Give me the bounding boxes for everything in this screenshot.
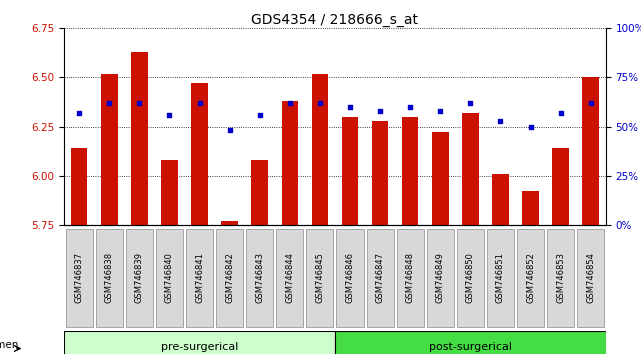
Point bbox=[345, 104, 355, 110]
Text: GSM746847: GSM746847 bbox=[376, 252, 385, 303]
Text: GSM746845: GSM746845 bbox=[315, 252, 324, 303]
Bar bbox=[64, 331, 335, 354]
FancyBboxPatch shape bbox=[427, 229, 454, 327]
FancyBboxPatch shape bbox=[276, 229, 303, 327]
Bar bbox=[335, 331, 606, 354]
Bar bbox=[281, 101, 298, 225]
FancyBboxPatch shape bbox=[216, 229, 243, 327]
Text: GSM746838: GSM746838 bbox=[104, 252, 113, 303]
Point bbox=[254, 112, 265, 118]
FancyBboxPatch shape bbox=[156, 229, 183, 327]
Bar bbox=[372, 121, 388, 225]
Point bbox=[465, 100, 476, 106]
Text: GSM746849: GSM746849 bbox=[436, 252, 445, 303]
FancyBboxPatch shape bbox=[337, 229, 363, 327]
Bar bbox=[462, 113, 479, 225]
Text: GSM746853: GSM746853 bbox=[556, 252, 565, 303]
Bar bbox=[71, 148, 87, 225]
Point bbox=[74, 110, 84, 116]
Text: GSM746844: GSM746844 bbox=[285, 252, 294, 303]
FancyBboxPatch shape bbox=[126, 229, 153, 327]
Point bbox=[164, 112, 174, 118]
Bar bbox=[583, 78, 599, 225]
FancyBboxPatch shape bbox=[547, 229, 574, 327]
Point bbox=[405, 104, 415, 110]
Bar bbox=[553, 148, 569, 225]
FancyBboxPatch shape bbox=[457, 229, 484, 327]
Title: GDS4354 / 218666_s_at: GDS4354 / 218666_s_at bbox=[251, 13, 419, 27]
FancyBboxPatch shape bbox=[397, 229, 424, 327]
Bar bbox=[161, 160, 178, 225]
Text: GSM746840: GSM746840 bbox=[165, 252, 174, 303]
Bar bbox=[191, 83, 208, 225]
Text: specimen: specimen bbox=[0, 340, 19, 350]
Text: GSM746842: GSM746842 bbox=[225, 252, 234, 303]
Bar bbox=[221, 221, 238, 225]
Text: GSM746854: GSM746854 bbox=[587, 252, 595, 303]
FancyBboxPatch shape bbox=[306, 229, 333, 327]
Text: GSM746851: GSM746851 bbox=[496, 252, 505, 303]
Text: GSM746848: GSM746848 bbox=[406, 252, 415, 303]
Text: GSM746837: GSM746837 bbox=[74, 252, 83, 303]
Bar bbox=[522, 192, 539, 225]
Point bbox=[315, 100, 325, 106]
Text: GSM746852: GSM746852 bbox=[526, 252, 535, 303]
Point bbox=[285, 100, 295, 106]
FancyBboxPatch shape bbox=[577, 229, 604, 327]
Text: GSM746846: GSM746846 bbox=[345, 252, 354, 303]
Bar bbox=[312, 74, 328, 225]
FancyBboxPatch shape bbox=[367, 229, 394, 327]
Bar bbox=[101, 74, 117, 225]
Point bbox=[556, 110, 566, 116]
Point bbox=[104, 100, 114, 106]
Text: GSM746839: GSM746839 bbox=[135, 252, 144, 303]
Point bbox=[194, 100, 204, 106]
Point bbox=[526, 124, 536, 129]
FancyBboxPatch shape bbox=[517, 229, 544, 327]
Text: post-surgerical: post-surgerical bbox=[429, 342, 512, 352]
FancyBboxPatch shape bbox=[186, 229, 213, 327]
Bar bbox=[432, 132, 449, 225]
Point bbox=[586, 100, 596, 106]
Point bbox=[495, 118, 506, 124]
Point bbox=[134, 100, 144, 106]
Bar bbox=[492, 174, 509, 225]
Point bbox=[375, 108, 385, 114]
FancyBboxPatch shape bbox=[96, 229, 123, 327]
Bar bbox=[131, 52, 147, 225]
Text: pre-surgerical: pre-surgerical bbox=[161, 342, 238, 352]
Text: GSM746850: GSM746850 bbox=[466, 252, 475, 303]
Text: GSM746843: GSM746843 bbox=[255, 252, 264, 303]
Point bbox=[435, 108, 445, 114]
FancyBboxPatch shape bbox=[65, 229, 93, 327]
FancyBboxPatch shape bbox=[487, 229, 514, 327]
Text: GSM746841: GSM746841 bbox=[195, 252, 204, 303]
Bar bbox=[342, 117, 358, 225]
Bar bbox=[251, 160, 268, 225]
Point bbox=[224, 128, 235, 133]
FancyBboxPatch shape bbox=[246, 229, 273, 327]
Bar bbox=[402, 117, 419, 225]
